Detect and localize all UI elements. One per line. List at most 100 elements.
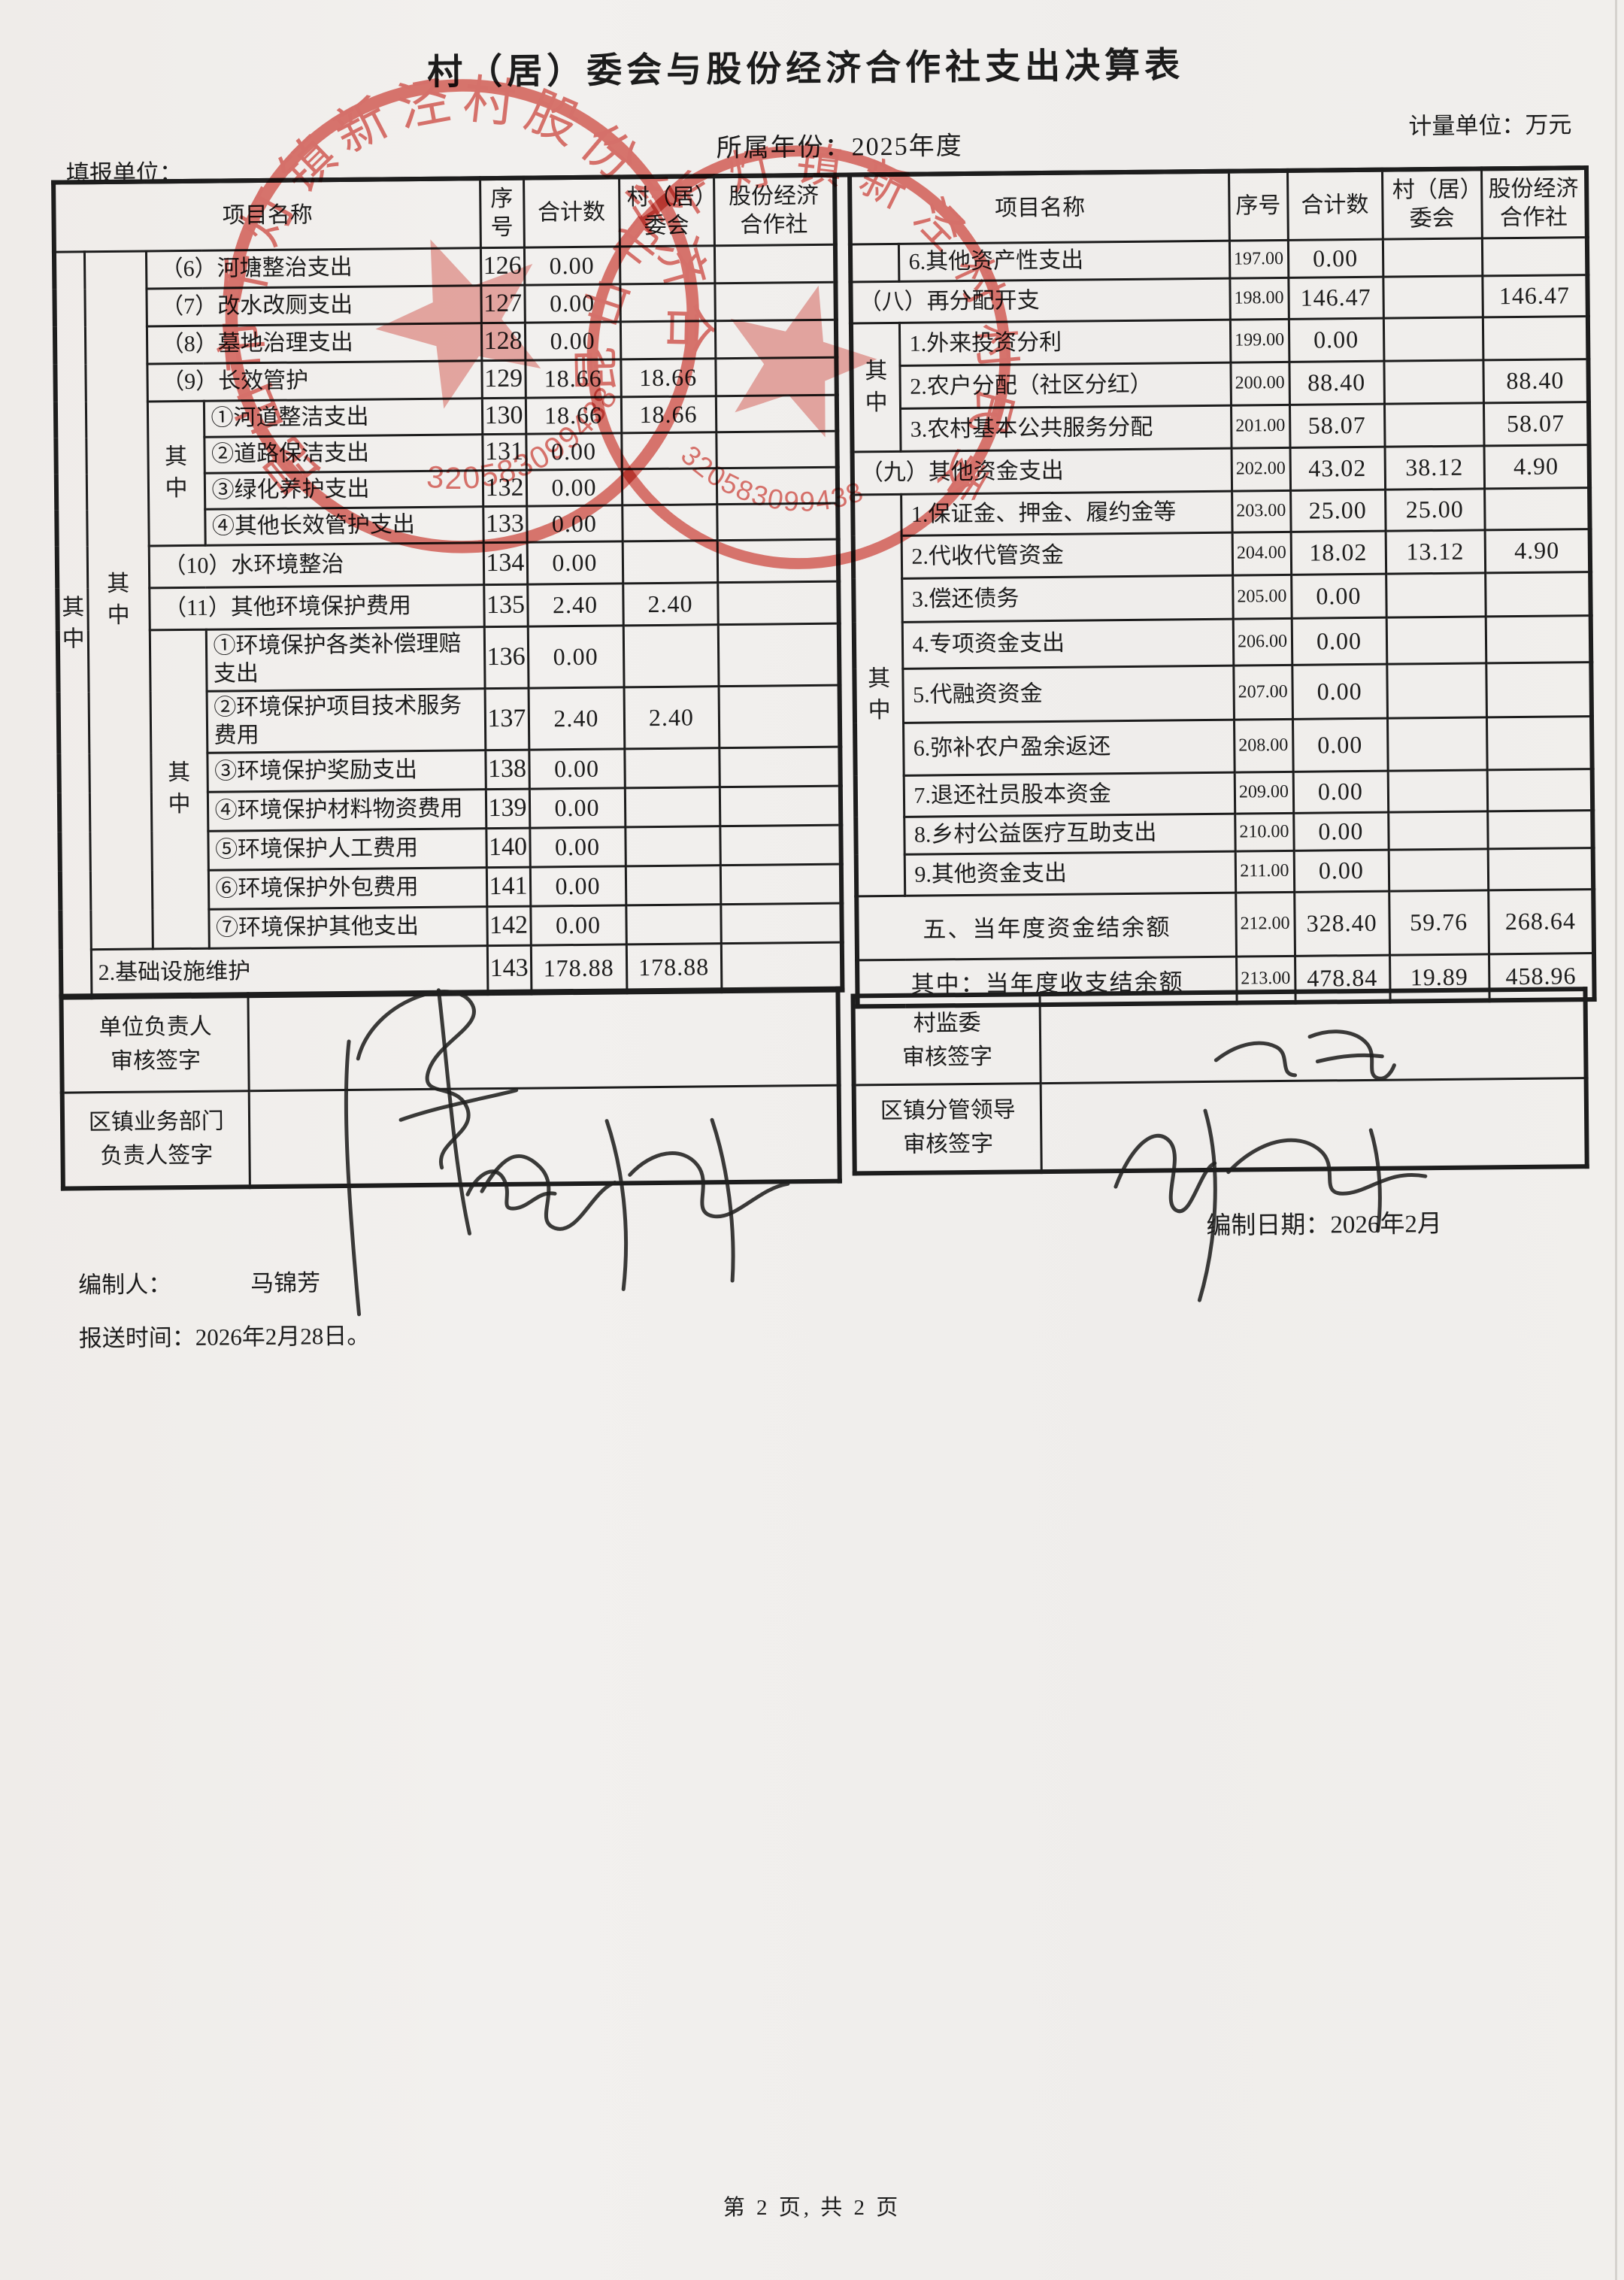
committee-value: 178.88	[626, 943, 722, 993]
committee-value	[625, 826, 720, 866]
sig-label-dept-head: 区镇业务部门 负责人签字	[62, 1090, 250, 1189]
side-label: 其中	[149, 629, 209, 949]
total-value: 0.00	[529, 866, 626, 906]
cooperative-value	[720, 824, 841, 866]
committee-value	[1383, 359, 1483, 404]
signature-block-left: 单位负责人 审核签字 区镇业务部门 负责人签字	[59, 986, 842, 1317]
seq-no: 204.00	[1232, 531, 1292, 575]
total-value: 178.88	[530, 944, 627, 993]
cooperative-value	[1486, 662, 1592, 717]
seq-no: 141	[486, 866, 531, 907]
sig-label-supervisor: 村监委 审核签字	[853, 994, 1041, 1085]
seq-no: 209.00	[1234, 771, 1294, 814]
total-value: 0.00	[529, 826, 626, 867]
total-value: 0.00	[1292, 770, 1389, 813]
table-row: 7.退还社员股本资金 209.00 0.00	[856, 769, 1593, 817]
table-row: 5.代融资资金 207.00 0.00	[854, 662, 1592, 723]
table-row: 区镇分管领导 审核签字	[853, 1078, 1587, 1174]
seq-no: 197.00	[1229, 239, 1289, 278]
seq-no: 200.00	[1230, 361, 1289, 405]
seq-no: 208.00	[1233, 718, 1293, 772]
sig-label-line: 区镇业务部门	[88, 1108, 224, 1135]
committee-value	[624, 747, 720, 788]
cooperative-value	[1487, 810, 1593, 849]
committee-value	[1382, 238, 1483, 277]
cooperative-value	[1482, 316, 1589, 360]
seq-no: 201.00	[1230, 404, 1290, 448]
sig-label-district-leader: 区镇分管领导 审核签字	[853, 1083, 1041, 1174]
page-number-footer: 第 2 页, 共 2 页	[723, 2196, 901, 2220]
cooperative-value	[1485, 615, 1592, 663]
item-label: ③环境保护奖励支出	[207, 750, 486, 792]
committee-value: 13.12	[1385, 529, 1486, 574]
item-label: ①环境保护各类补偿理赔支出	[205, 626, 485, 691]
seq-no: 136	[483, 626, 529, 689]
signature-table-right: 村监委 审核签字 区镇分管领导 审核签字	[850, 987, 1589, 1176]
item-label: 9.其他资金支出	[904, 850, 1236, 896]
cooperative-value	[719, 746, 841, 787]
seq-no: 202.00	[1231, 447, 1291, 491]
total-value: 0.00	[1287, 238, 1383, 277]
table-row: 6.弥补农户盈余返还 208.00 0.00	[855, 716, 1592, 775]
committee-value	[1386, 717, 1487, 771]
preparer-line: 编制人： 马锦芳	[78, 1263, 370, 1300]
sig-label-line: 审核签字	[902, 1131, 994, 1158]
committee-value	[1383, 317, 1483, 361]
cooperative-value	[1487, 847, 1594, 890]
item-label: ④环境保护材料物资费用	[207, 789, 486, 831]
seq-no: 142	[486, 905, 531, 946]
total-value: 0.00	[1292, 717, 1388, 772]
item-label: ⑦环境保护其他支出	[208, 906, 487, 948]
scan-crease	[1615, 0, 1617, 2280]
total-value: 0.00	[1293, 849, 1389, 892]
star-icon	[730, 285, 877, 438]
star-icon	[375, 239, 541, 409]
table-row: 其中 ①环境保护各类补偿理赔支出 136 0.00	[58, 623, 840, 949]
total-value: 0.00	[1291, 573, 1386, 618]
sig-label-line: 审核签字	[110, 1048, 201, 1074]
preparer-name: 马锦芳	[250, 1269, 321, 1297]
measure-unit-note: 计量单位：万元	[1408, 111, 1572, 140]
side-label: 其中	[147, 400, 205, 546]
seq-no: 205.00	[1232, 574, 1292, 619]
committee-value	[1388, 848, 1489, 891]
form-title: 村（居）委会与股份经济合作社支出决算表	[426, 44, 1185, 92]
sig-label-line: 区镇分管领导	[880, 1097, 1016, 1124]
committee-value: 2.40	[623, 582, 718, 626]
item-label: ②环境保护项目技术服务费用	[206, 688, 486, 753]
sig-label-unit-head: 单位负责人 审核签字	[61, 994, 249, 1093]
total-value: 43.02	[1289, 446, 1386, 490]
prepared-date: 编制日期：2026年2月	[1206, 1210, 1443, 1240]
item-label: 8.乡村公益医疗互助支出	[904, 813, 1235, 854]
committee-value	[1387, 769, 1488, 812]
committee-value	[624, 787, 720, 827]
item-label: 五、当年度资金结余额	[856, 892, 1237, 960]
table-row: 9.其他资金支出 211.00 0.00	[856, 847, 1594, 896]
side-label: 其中	[83, 250, 153, 950]
total-value: 0.00	[1292, 663, 1387, 719]
total-value: 25.00	[1290, 489, 1386, 532]
seq-no: 206.00	[1232, 617, 1292, 666]
committee-value	[626, 904, 721, 944]
seq-no: 137	[484, 687, 529, 750]
cooperative-value	[1486, 769, 1593, 811]
table-row: 4.专项资金支出 206.00 0.00	[854, 615, 1592, 669]
col-header-committee: 村（居）委会	[1381, 168, 1482, 239]
total-value: 0.00	[529, 748, 625, 789]
col-header-cooperative: 股份经济合作社	[1480, 168, 1587, 238]
sig-label-line: 审核签字	[901, 1044, 993, 1070]
total-value: 146.47	[1288, 276, 1383, 319]
table-row: 村监委 审核签字	[853, 989, 1586, 1085]
seq-no: 212.00	[1235, 891, 1295, 957]
total-value: 0.00	[529, 787, 626, 828]
total-value: 58.07	[1289, 403, 1385, 447]
cooperative-value	[1486, 716, 1592, 770]
sig-cell-unit-head	[247, 988, 839, 1091]
total-value: 18.02	[1290, 530, 1386, 575]
total-value: 0.00	[1291, 617, 1387, 665]
cooperative-value	[718, 684, 841, 748]
seq-no: 140	[486, 827, 530, 868]
item-label: ⑤环境保护人工费用	[208, 828, 486, 870]
committee-value: 25.00	[1385, 488, 1485, 531]
